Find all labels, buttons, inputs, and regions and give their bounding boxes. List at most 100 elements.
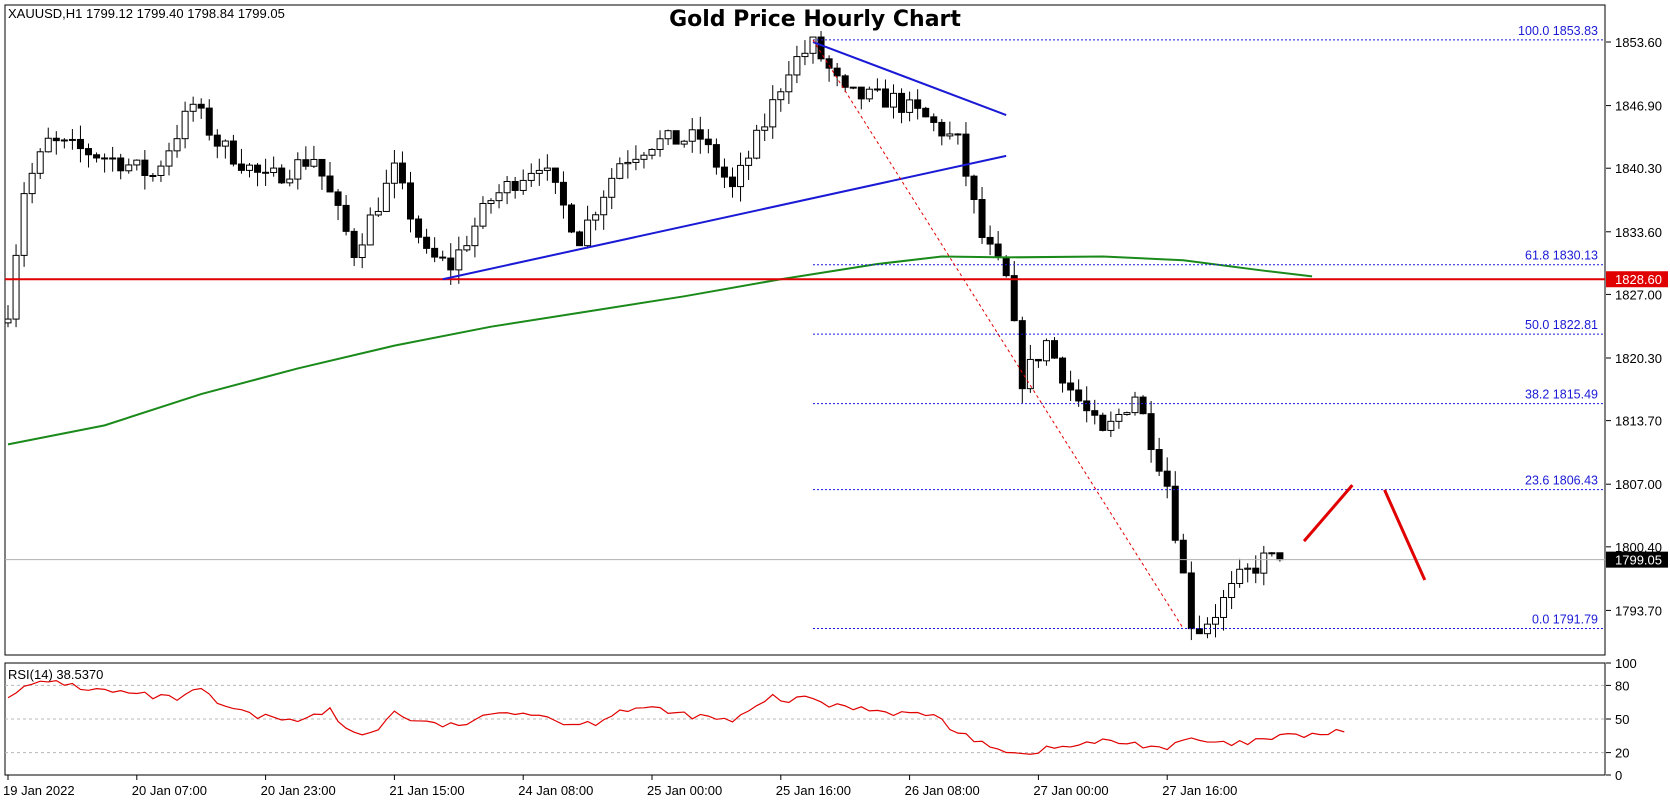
candle-body bbox=[994, 243, 1002, 258]
time-tick-label: 26 Jan 08:00 bbox=[905, 783, 980, 798]
candle-body bbox=[592, 214, 600, 221]
trendline bbox=[442, 154, 1007, 281]
price-pane-frame bbox=[4, 4, 1606, 656]
candle-body bbox=[672, 130, 680, 145]
candle-body bbox=[608, 177, 616, 198]
candle-body bbox=[954, 133, 962, 136]
candle-body bbox=[1244, 567, 1252, 570]
candle-body bbox=[463, 245, 471, 251]
candle-body bbox=[1075, 389, 1083, 402]
candle-body bbox=[1155, 449, 1163, 472]
current-price-tag-label: 1799.05 bbox=[1615, 553, 1662, 568]
candle-body bbox=[76, 138, 84, 150]
time-tick-label: 27 Jan 16:00 bbox=[1162, 783, 1237, 798]
candle-body bbox=[833, 67, 841, 77]
candle-body bbox=[423, 236, 431, 249]
candle-body bbox=[294, 159, 302, 180]
candle-body bbox=[1163, 470, 1171, 487]
fib-level-label: 61.8 1830.13 bbox=[1525, 249, 1598, 263]
fib-diagonal bbox=[812, 39, 1184, 629]
candle-body bbox=[1018, 320, 1026, 390]
rsi-tick-label: 20 bbox=[1615, 746, 1629, 761]
candle-body bbox=[229, 140, 237, 165]
candle-body bbox=[165, 150, 173, 167]
candle-body bbox=[568, 204, 575, 233]
candle-body bbox=[125, 164, 133, 172]
candle-body bbox=[938, 121, 946, 137]
support-price-tag-label: 1828.60 bbox=[1615, 272, 1662, 287]
price-tick-label: 1827.00 bbox=[1615, 287, 1662, 302]
candle-body bbox=[906, 99, 914, 113]
candle-body bbox=[785, 74, 793, 93]
candle-body bbox=[1059, 357, 1067, 384]
candle-body bbox=[1083, 400, 1091, 412]
candle-body bbox=[511, 181, 519, 191]
rsi-pane: 19 Jan 2022 20 Jan 07:00 20 Jan 23:00 21 Ja… bbox=[3, 656, 1637, 798]
candle-body bbox=[648, 148, 656, 156]
candle-body bbox=[503, 181, 511, 194]
candle-body bbox=[1131, 396, 1139, 414]
candle-body bbox=[1139, 396, 1147, 415]
candle-body bbox=[1026, 358, 1034, 390]
fib-level-label: 50.0 1822.81 bbox=[1525, 318, 1598, 332]
candle-body bbox=[334, 191, 342, 206]
candle-body bbox=[922, 107, 930, 118]
candle-body bbox=[302, 159, 310, 167]
candle-body bbox=[181, 110, 189, 140]
candle-body bbox=[1002, 256, 1010, 277]
candle-body bbox=[696, 129, 704, 140]
chart-title: Gold Price Hourly Chart bbox=[669, 7, 961, 32]
price-tick-label: 1800.40 bbox=[1615, 540, 1662, 555]
candle-body bbox=[93, 154, 101, 159]
candle-body bbox=[1010, 275, 1018, 322]
candle-body bbox=[857, 86, 865, 100]
price-tick-label: 1846.90 bbox=[1615, 99, 1662, 114]
candle-body bbox=[1034, 358, 1042, 362]
candle-body bbox=[487, 200, 495, 205]
candle-body bbox=[1123, 412, 1131, 415]
candle-body bbox=[930, 116, 938, 123]
candle-body bbox=[688, 129, 696, 142]
candle-body bbox=[576, 231, 584, 247]
candle-body bbox=[1067, 382, 1075, 391]
candle-body bbox=[1147, 413, 1155, 451]
candle-body bbox=[1107, 420, 1115, 431]
time-tick-label: 27 Jan 00:00 bbox=[1033, 783, 1108, 798]
candle-body bbox=[600, 196, 608, 216]
candle-body bbox=[978, 198, 986, 238]
fib-level-label: 0.0 1791.79 bbox=[1532, 613, 1598, 627]
candle-body bbox=[680, 140, 688, 145]
candle-body bbox=[4, 318, 12, 324]
candle-body bbox=[801, 52, 809, 58]
candle-body bbox=[1252, 567, 1260, 574]
candle-body bbox=[664, 130, 672, 140]
candle-body bbox=[1212, 616, 1219, 625]
candle-body bbox=[382, 182, 390, 212]
candle-body bbox=[825, 58, 833, 69]
time-tick-label: 19 Jan 2022 bbox=[3, 783, 75, 798]
candle-body bbox=[286, 178, 294, 184]
price-tick-label: 1840.30 bbox=[1615, 161, 1662, 176]
support-price-tag bbox=[1606, 271, 1668, 288]
current-price-tag bbox=[1606, 551, 1668, 568]
candle-body bbox=[246, 164, 253, 171]
candle-body bbox=[898, 92, 906, 113]
candle-body bbox=[946, 133, 954, 137]
price-pane: 100.0 1853.83 61.8 1830.13 50.0 1822.81 38.… bbox=[4, 4, 1668, 656]
candle-body bbox=[841, 75, 849, 88]
candle-body bbox=[141, 159, 149, 176]
candle-body bbox=[390, 162, 398, 184]
candle-body bbox=[36, 151, 44, 174]
candle-body bbox=[753, 129, 761, 159]
candle-body bbox=[1187, 572, 1195, 630]
candle-body bbox=[366, 214, 374, 246]
fib-level-label: 23.6 1806.43 bbox=[1525, 474, 1598, 488]
price-tick-label: 1820.30 bbox=[1615, 351, 1662, 366]
candle-body bbox=[1115, 413, 1123, 422]
candle-body bbox=[101, 157, 109, 160]
candle-body bbox=[527, 172, 535, 181]
candle-body bbox=[318, 158, 326, 177]
candle-body bbox=[632, 158, 640, 163]
candle-body bbox=[471, 225, 479, 247]
